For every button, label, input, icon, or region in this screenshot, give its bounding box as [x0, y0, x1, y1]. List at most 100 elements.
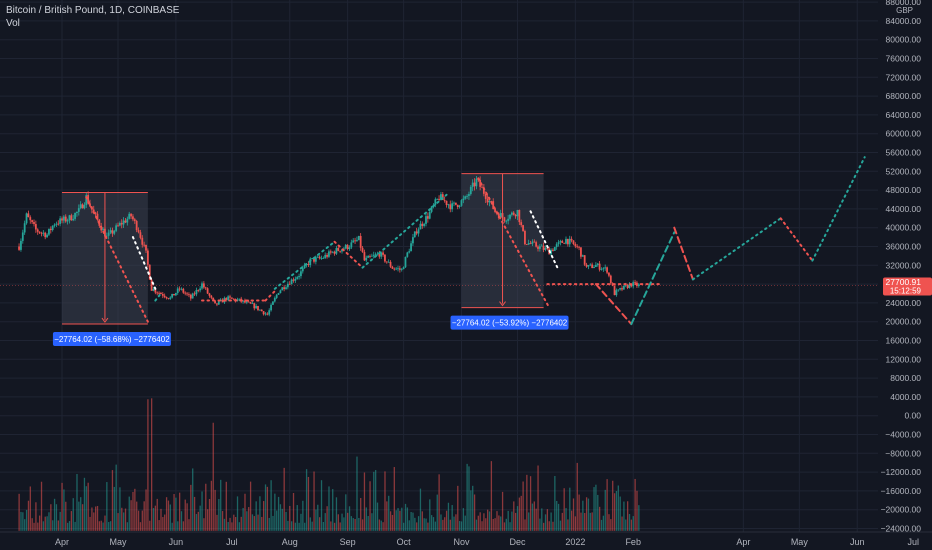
volume-bars: [18, 398, 640, 531]
volume-bar: [363, 472, 366, 531]
volume-bar: [634, 478, 636, 531]
volume-bar: [197, 511, 199, 531]
volume-indicator-label: Vol: [6, 18, 20, 29]
volume-bar: [40, 481, 43, 531]
volume-bar: [95, 506, 97, 531]
volume-bar: [145, 489, 147, 531]
candle-body: [247, 301, 250, 303]
candle-body: [391, 266, 394, 269]
volume-bar: [201, 491, 203, 531]
volume-bar: [434, 521, 437, 531]
volume-bar: [589, 512, 591, 531]
candle-body: [494, 209, 496, 212]
volume-bar: [582, 500, 584, 531]
time-axis-label: Jun: [850, 537, 865, 547]
volume-bar: [31, 518, 33, 531]
volume-bar: [361, 519, 364, 531]
volume-bar: [406, 507, 409, 531]
candle-body: [132, 216, 134, 220]
volume-bar: [98, 521, 101, 531]
measure-badge: [52, 332, 171, 347]
volume-bar: [576, 462, 578, 531]
volume-bar: [462, 508, 465, 531]
candle-body: [113, 230, 116, 234]
candle-body: [387, 261, 390, 263]
volume-bar: [147, 399, 149, 531]
last-price-value: 27700.91: [886, 277, 922, 287]
volume-bar: [61, 482, 63, 531]
volume-bar: [354, 518, 356, 531]
volume-bar: [516, 506, 519, 531]
volume-bar: [113, 486, 115, 531]
candle-body: [581, 255, 584, 257]
candle-body: [96, 213, 99, 220]
time-axis-background: [0, 532, 932, 550]
candle-body: [62, 216, 65, 221]
candle-body: [173, 293, 175, 296]
candle-body: [61, 218, 63, 221]
candle-body: [527, 243, 530, 245]
volume-bar: [291, 521, 293, 531]
candle-body: [460, 200, 463, 206]
volume-bar: [345, 494, 347, 531]
volume-bar: [22, 512, 24, 531]
price-axis-label: −4000.00: [885, 429, 921, 439]
volume-bar: [124, 508, 127, 531]
candle-body: [413, 231, 416, 238]
price-axis-label: 20000.00: [886, 317, 922, 327]
volume-bar: [492, 519, 494, 531]
candle-body: [552, 249, 554, 251]
volume-bar: [386, 501, 388, 531]
last-price-tag: [883, 277, 932, 296]
candle-body: [563, 242, 566, 244]
candle-body: [456, 204, 459, 208]
candle-body: [66, 220, 69, 222]
candle-body: [38, 231, 41, 233]
volume-bar: [121, 507, 123, 531]
volume-bar: [177, 521, 179, 531]
price-axis-label: 56000.00: [886, 147, 922, 157]
candle-body: [525, 244, 528, 245]
candle-body: [389, 261, 392, 267]
volume-bar: [557, 503, 560, 531]
volume-bar: [136, 501, 138, 531]
candle-body: [412, 237, 414, 244]
volume-bar: [488, 511, 491, 531]
candle-body: [324, 254, 327, 258]
candle-body: [251, 303, 254, 305]
candle-body: [594, 264, 597, 268]
candle-body: [426, 216, 429, 219]
volume-bar: [158, 520, 160, 531]
candle-body: [46, 234, 48, 238]
candle-body: [385, 261, 388, 263]
volume-bar: [531, 503, 534, 531]
candle-body: [186, 293, 188, 295]
candle-body: [221, 299, 224, 303]
candle-body: [174, 292, 177, 296]
volume-bar: [203, 518, 205, 531]
price-axis-label: 48000.00: [886, 185, 922, 195]
volume-bar: [225, 481, 227, 531]
candle-body: [451, 203, 454, 210]
volume-bar: [246, 511, 248, 531]
volume-bar: [324, 513, 326, 531]
volume-bar: [500, 516, 502, 531]
candle-body: [184, 292, 187, 294]
volume-bar: [475, 519, 478, 531]
volume-bar: [272, 515, 274, 531]
volume-bar: [343, 517, 345, 531]
volume-bar: [449, 519, 451, 531]
volume-bar: [63, 489, 65, 531]
volume-bar: [244, 493, 246, 531]
price-axis-label: 52000.00: [886, 166, 922, 176]
candle-body: [535, 242, 538, 247]
candle-body: [249, 302, 252, 304]
volume-bar: [231, 522, 233, 531]
volume-bar: [330, 521, 332, 531]
volume-bar: [543, 522, 545, 531]
volume-bar: [593, 487, 595, 531]
volume-bar: [173, 494, 175, 531]
candle-body: [357, 235, 360, 241]
volume-bar: [479, 512, 481, 531]
